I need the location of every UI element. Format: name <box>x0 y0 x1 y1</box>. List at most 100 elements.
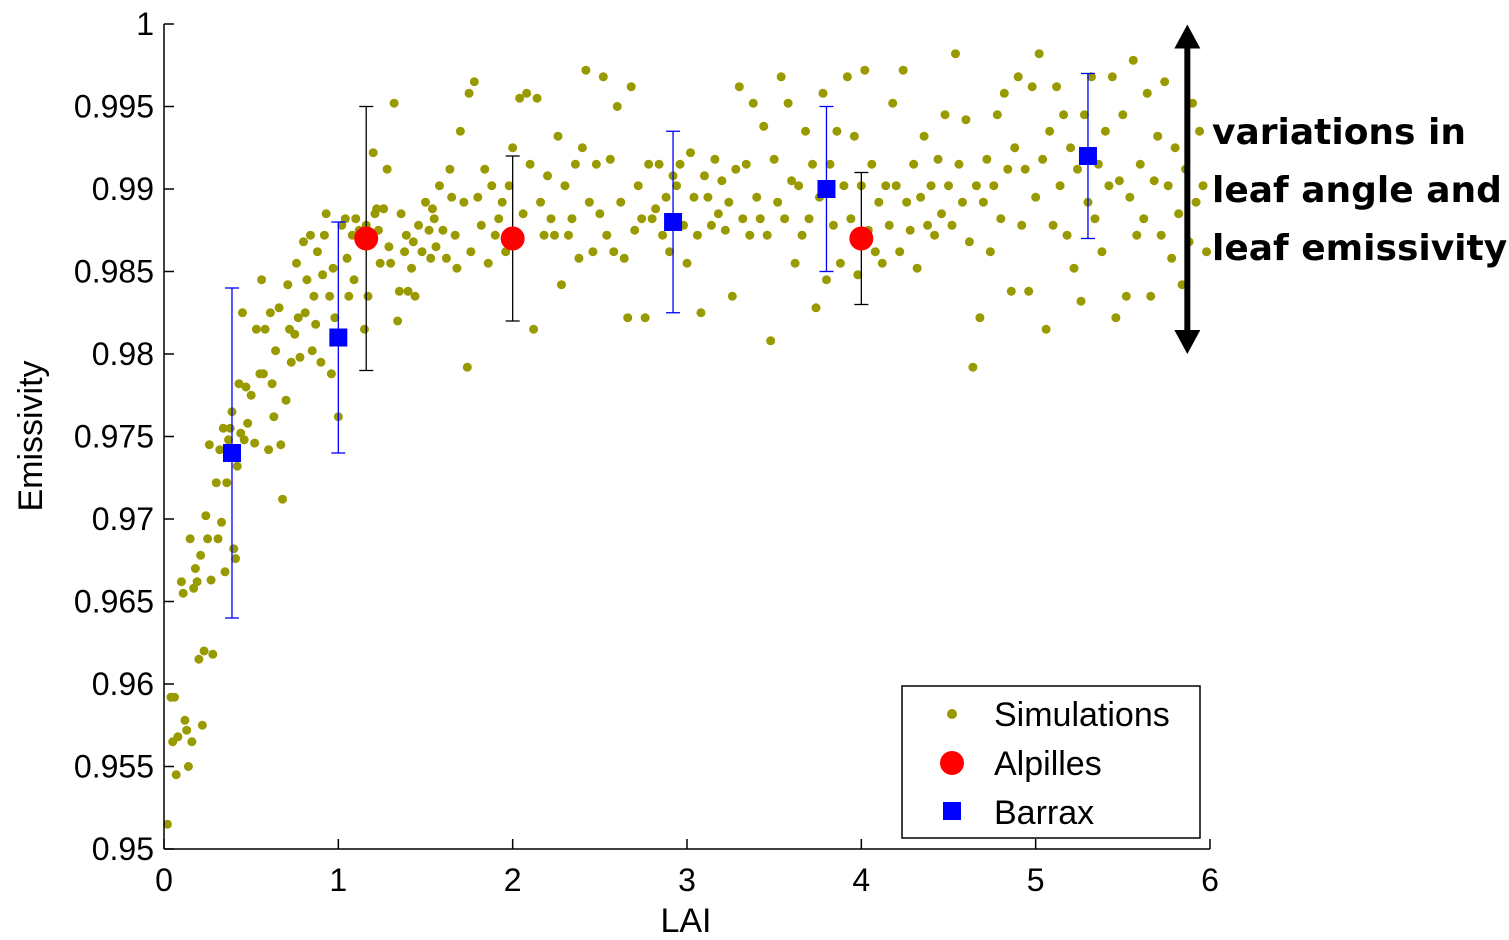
simulation-point <box>351 214 361 224</box>
simulation-point <box>1167 253 1177 263</box>
simulation-point <box>801 126 811 136</box>
simulation-point <box>821 275 831 285</box>
simulation-point <box>241 382 251 392</box>
simulation-point <box>178 588 188 598</box>
simulation-point <box>745 230 755 240</box>
y-tick-label: 0.975 <box>74 419 154 455</box>
simulation-point <box>996 214 1006 224</box>
simulation-point <box>251 324 261 334</box>
simulation-point <box>176 577 186 587</box>
simulation-point <box>384 242 394 252</box>
simulation-point <box>441 253 451 263</box>
simulation-point <box>162 819 172 829</box>
y-tick-label: 0.96 <box>92 666 154 702</box>
simulation-point <box>522 88 532 98</box>
x-tick-label: 5 <box>1027 862 1045 898</box>
simulation-point <box>895 247 905 257</box>
simulation-point <box>713 209 723 219</box>
simulation-point <box>204 440 214 450</box>
simulation-point <box>588 247 598 257</box>
simulation-point <box>504 181 514 191</box>
simulation-point <box>450 230 460 240</box>
simulation-point <box>609 247 619 257</box>
legend-label-alpilles: Alpilles <box>994 745 1102 783</box>
y-tick-label: 0.99 <box>92 171 154 207</box>
y-tick-label: 0.995 <box>74 89 154 125</box>
simulation-point <box>1059 110 1069 120</box>
simulation-point <box>337 220 347 230</box>
simulation-point <box>1132 230 1142 240</box>
simulation-point <box>696 308 706 318</box>
simulation-point <box>950 49 960 59</box>
simulation-point <box>379 204 389 214</box>
simulation-point <box>447 192 457 202</box>
simulation-point <box>598 72 608 82</box>
simulation-point <box>417 247 427 257</box>
simulation-point <box>508 143 518 153</box>
simulation-point <box>842 72 852 82</box>
y-axis-label: Emissivity <box>12 360 50 511</box>
simulation-point <box>898 65 908 75</box>
simulation-point <box>182 725 192 735</box>
simulation-point <box>1090 214 1100 224</box>
simulation-point <box>773 197 783 207</box>
simulation-point <box>401 230 411 240</box>
simulation-point <box>1079 110 1089 120</box>
simulation-point <box>1139 214 1149 224</box>
simulation-point <box>217 517 227 527</box>
simulation-point <box>658 230 668 240</box>
simulation-point <box>539 230 549 240</box>
simulation-point <box>1118 110 1128 120</box>
simulation-point <box>992 110 1002 120</box>
simulation-point <box>183 762 193 771</box>
simulation-point <box>494 214 504 224</box>
simulation-point <box>832 126 842 136</box>
simulation-point <box>1041 324 1051 334</box>
simulation-point <box>396 209 406 219</box>
simulation-point <box>199 646 209 656</box>
simulation-point <box>685 148 695 158</box>
simulation-point <box>1076 296 1086 306</box>
simulation-point <box>1149 176 1159 186</box>
legend-label-simulations: Simulations <box>994 696 1170 734</box>
annotation-line-2: leaf angle and <box>1212 170 1502 211</box>
simulation-point <box>316 357 326 367</box>
simulation-point <box>776 72 786 82</box>
simulation-point <box>368 148 378 158</box>
simulation-point <box>459 197 469 207</box>
simulation-point <box>1006 286 1016 296</box>
simulation-point <box>276 440 286 450</box>
simulation-point <box>197 720 207 730</box>
simulation-point <box>926 181 936 191</box>
simulation-point <box>637 214 647 224</box>
simulation-point <box>846 214 856 224</box>
axes: 0.95 0.955 0.96 0.965 0.97 0.975 0.98 0.985 0.99… <box>74 6 1219 898</box>
simulation-point <box>290 329 300 339</box>
simulation-point <box>762 230 772 240</box>
simulation-point <box>727 291 737 301</box>
simulation-point <box>612 102 622 111</box>
simulation-point <box>427 204 437 214</box>
simulation-point <box>584 197 594 207</box>
simulation-point <box>403 286 413 296</box>
simulation-point <box>473 192 483 202</box>
simulation-point <box>563 230 573 240</box>
simulation-point <box>1027 82 1037 92</box>
simulation-point <box>201 511 211 521</box>
simulation-point <box>818 88 828 98</box>
simulation-point <box>1191 197 1201 207</box>
simulation-point <box>769 154 779 164</box>
simulation-point <box>230 554 240 564</box>
simulation-point <box>525 159 535 169</box>
simulation-point <box>394 286 404 296</box>
legend-label-barrax: Barrax <box>994 794 1094 832</box>
simulation-point <box>870 247 880 257</box>
simulation-point <box>250 438 260 448</box>
simulation-point <box>1174 209 1184 219</box>
simulation-point <box>407 263 417 273</box>
simulation-point <box>185 534 195 544</box>
simulation-point <box>651 204 661 214</box>
simulation-point <box>672 181 682 191</box>
simulation-point <box>1111 313 1121 323</box>
